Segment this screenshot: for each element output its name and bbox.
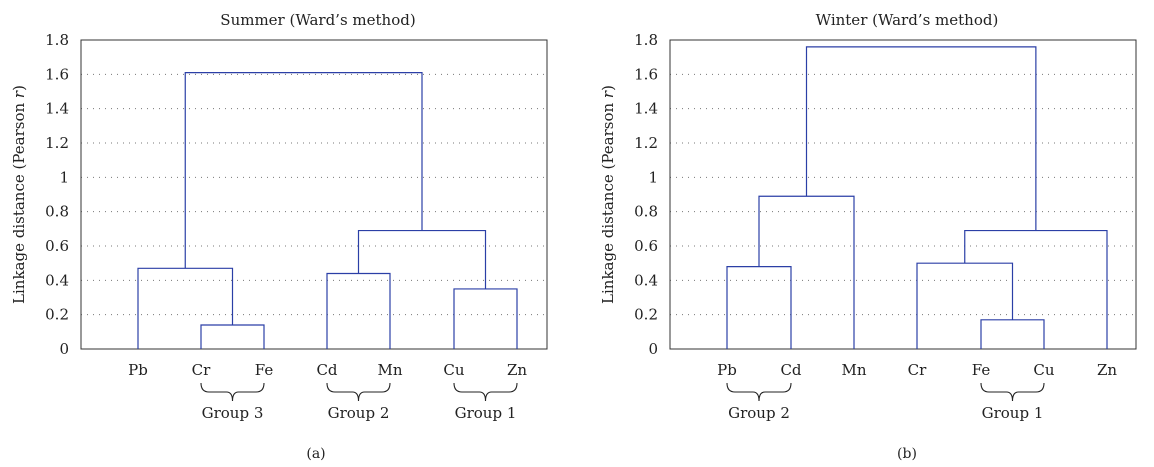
leaf-label: Fe [972,361,991,379]
chart-panel-b: Winter (Ward’s method) 0 0.2 0.4 0.6 0.8 1 1.2 1… [599,11,1137,462]
leaf-label: Cr [908,361,927,379]
dendrogram-branch [184,72,423,269]
dendrogram-branch [726,266,792,349]
y-tick-label: 0.6 [45,237,69,255]
leaf-label: Pb [717,361,737,379]
leaf-label: Pb [128,361,148,379]
chart-title: Winter (Ward’s method) [816,11,999,29]
y-tick-label: 1 [648,168,658,186]
dendrogram-branch [758,195,855,349]
y-tick-label: 0.4 [634,271,658,289]
dendrogram-branch [453,288,518,349]
panel-caption: (b) [897,446,917,462]
group-label: Group 1 [982,404,1044,422]
leaf-label: Cu [1033,361,1054,379]
group-label: Group 3 [202,404,264,422]
leaf-label: Cd [780,361,801,379]
plot-frame [80,39,548,350]
y-tick-label: 1.2 [45,134,69,152]
y-tick-label: 0.8 [634,203,658,221]
group-label: Group 2 [728,404,790,422]
y-tick-label: 1.8 [634,31,658,49]
y-tick-label: 0 [648,340,658,358]
group-label: Group 2 [328,404,390,422]
y-tick-label: 1.8 [45,31,69,49]
y-tick-label: 1.6 [634,65,658,83]
group-label: Group 1 [455,404,517,422]
dendrogram-branch [805,46,1037,231]
dendrogram-branch [200,324,265,349]
y-tick-label: 1.2 [634,134,658,152]
dendrogram-branch [326,272,391,349]
panel-caption: (a) [306,446,325,462]
group-brace [200,382,265,402]
y-axis-label: Linkage distance (Pearson r) [10,85,28,304]
leaf-label: Zn [507,361,527,379]
group-brace [453,382,518,402]
dendrogram-branch [980,319,1045,349]
plot-frame [669,39,1137,350]
leaf-label: Cd [316,361,337,379]
chart-panel-a: Summer (Ward’s method) 0 0.2 0.4 0.6 0.8 1 1.2 1… [10,11,548,462]
y-tick-label: 1.4 [45,100,69,118]
y-tick-label: 0.2 [634,306,658,324]
leaf-label: Cr [192,361,211,379]
y-tick-label: 0.6 [634,237,658,255]
dendrogram-branch [916,262,1014,349]
leaf-label: Cu [443,361,464,379]
y-axis-label: Linkage distance (Pearson r) [599,85,617,304]
y-tick-label: 0.4 [45,271,69,289]
chart-title: Summer (Ward’s method) [220,11,415,29]
dendrogram-branch [357,229,487,289]
leaf-label: Mn [377,361,402,379]
y-tick-label: 1 [59,168,69,186]
leaf-label: Zn [1097,361,1117,379]
group-brace [726,382,792,402]
y-tick-label: 0 [59,340,69,358]
leaf-label: Fe [255,361,274,379]
y-tick-label: 0.8 [45,203,69,221]
y-tick-label: 1.4 [634,100,658,118]
y-tick-label: 1.6 [45,65,69,83]
dendrogram-branch [137,267,234,349]
group-brace [980,382,1045,402]
dendrogram-branch [964,229,1108,349]
group-brace [326,382,391,402]
y-tick-label: 0.2 [45,306,69,324]
leaf-label: Mn [841,361,866,379]
